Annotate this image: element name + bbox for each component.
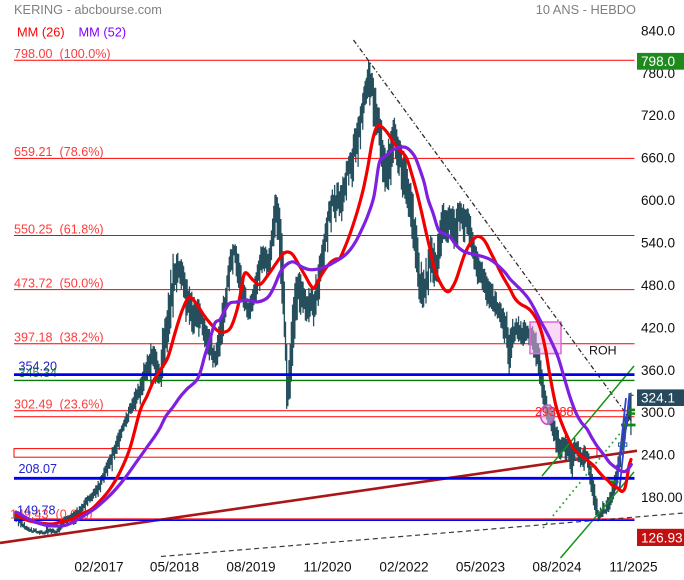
svg-text:10 ANS - HEBDO: 10 ANS - HEBDO — [536, 2, 636, 17]
svg-text:149.78: 149.78 — [17, 503, 56, 517]
svg-text:MM (52): MM (52) — [79, 25, 127, 40]
svg-text:420.0: 420.0 — [641, 320, 675, 335]
svg-text:293.88: 293.88 — [535, 405, 574, 419]
svg-text:720.0: 720.0 — [641, 108, 675, 123]
svg-text:302.49 (23.6%): 302.49 (23.6%) — [14, 398, 104, 412]
svg-text:126.93: 126.93 — [641, 530, 683, 545]
svg-text:540.0: 540.0 — [641, 236, 675, 251]
svg-text:660.0: 660.0 — [641, 151, 675, 166]
svg-text:354.20: 354.20 — [19, 360, 58, 374]
svg-text:300.0: 300.0 — [641, 405, 675, 420]
svg-text:08/2019: 08/2019 — [226, 560, 275, 575]
svg-text:480.0: 480.0 — [641, 278, 675, 293]
svg-text:05/2023: 05/2023 — [456, 560, 505, 575]
svg-text:02/2022: 02/2022 — [379, 560, 428, 575]
svg-text:798.0: 798.0 — [641, 54, 675, 69]
svg-text:473.72 (50.0%): 473.72 (50.0%) — [14, 276, 104, 290]
svg-text:397.18 (38.2%): 397.18 (38.2%) — [14, 331, 104, 345]
svg-text:11/2020: 11/2020 — [303, 560, 352, 575]
svg-text:11/2025: 11/2025 — [609, 560, 657, 575]
svg-text:208.07: 208.07 — [19, 462, 58, 476]
svg-text:360.0: 360.0 — [641, 363, 675, 378]
svg-text:550.25 (61.8%): 550.25 (61.8%) — [14, 222, 104, 236]
svg-text:MM (26): MM (26) — [17, 25, 65, 40]
svg-text:KERING - abcbourse.com: KERING - abcbourse.com — [14, 2, 162, 17]
svg-text:324.1: 324.1 — [641, 391, 675, 406]
svg-text:240.0: 240.0 — [641, 448, 675, 463]
svg-text:659.21 (78.6%): 659.21 (78.6%) — [14, 145, 104, 159]
svg-text:02/2017: 02/2017 — [74, 560, 123, 575]
svg-text:840.0: 840.0 — [641, 23, 675, 38]
svg-text:180.00: 180.00 — [641, 490, 683, 505]
svg-text:ROH: ROH — [589, 344, 617, 358]
svg-text:798.00 (100.0%): 798.00 (100.0%) — [14, 47, 111, 61]
svg-text:05/2018: 05/2018 — [150, 560, 199, 575]
svg-text:08/2024: 08/2024 — [532, 560, 582, 575]
svg-text:600.0: 600.0 — [641, 193, 675, 208]
